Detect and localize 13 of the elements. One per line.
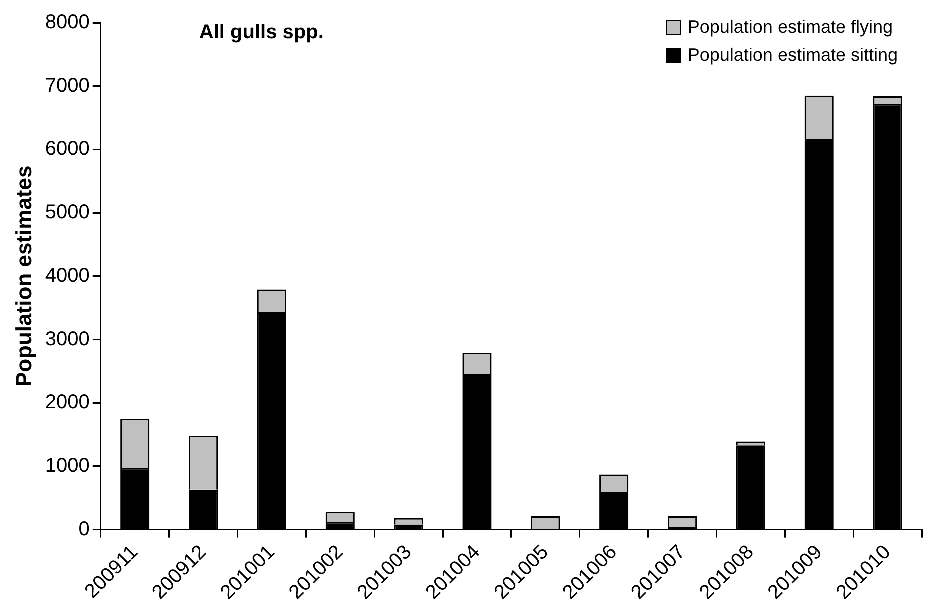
y-tick-label: 1000 — [45, 455, 90, 477]
y-tick-label: 3000 — [45, 328, 90, 350]
chart-title: All gulls spp. — [199, 22, 324, 44]
y-tick-label: 8000 — [45, 12, 90, 34]
legend-label: Population estimate sitting — [688, 44, 898, 67]
y-tick-label: 4000 — [45, 264, 90, 287]
legend-label: Population estimate flying — [688, 16, 893, 39]
y-tick-label: 6000 — [45, 138, 90, 160]
y-tick-label: 5000 — [45, 202, 90, 224]
y-tick-label: 0 — [78, 518, 90, 540]
y-tick-label: 7000 — [45, 74, 90, 97]
y-tick-label: 2000 — [45, 392, 90, 414]
y-axis-title: Population estimates — [11, 166, 36, 388]
